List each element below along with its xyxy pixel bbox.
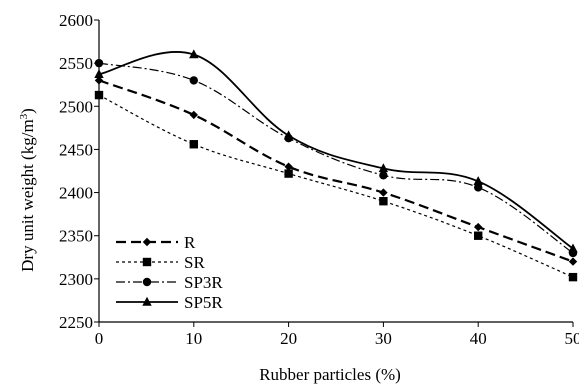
x-tick-label: 20	[280, 329, 297, 348]
series-line-sr	[98, 94, 574, 278]
legend-label: SR	[184, 253, 205, 272]
x-tick-label: 40	[470, 329, 487, 348]
data-point-sp5r	[94, 69, 104, 79]
data-point-sp5r	[378, 163, 389, 173]
series-line-r	[98, 79, 574, 263]
series-line-sp5r	[98, 51, 574, 250]
series-r	[94, 76, 578, 266]
data-point-sp3r	[94, 58, 104, 68]
data-point-sp3r	[189, 76, 198, 85]
y-tick-label: 2400	[59, 184, 93, 203]
y-tick-label: 2350	[59, 227, 93, 246]
legend-marker	[142, 257, 152, 267]
data-point-sr	[568, 272, 578, 282]
y-axis-title-suffix: )	[18, 108, 37, 114]
series-sr	[94, 90, 578, 282]
y-tick-label: 2550	[59, 54, 93, 73]
y-axis-title-main: Dry unit weight (kg/m	[18, 119, 37, 272]
x-tick-label: 10	[185, 329, 202, 348]
data-point-r	[568, 257, 578, 266]
data-point-r	[94, 76, 104, 85]
data-point-sp3r	[474, 183, 483, 192]
series-line-sp3r	[98, 62, 574, 254]
series-sp5r	[94, 49, 578, 253]
x-tick-label: 0	[95, 329, 104, 348]
y-tick-label: 2300	[59, 270, 93, 289]
axes: 2250 2300 2350 2400 2450 2500 2550 2600 0 10 20 30 4…	[59, 11, 579, 348]
legend-item-r: R	[116, 233, 196, 252]
data-point-r	[474, 222, 483, 232]
legend-item-sp5r: SP5R	[116, 293, 223, 312]
data-point-sr	[284, 169, 293, 178]
data-point-r	[284, 162, 293, 171]
data-point-sr	[94, 90, 104, 100]
x-tick-label: 30	[375, 329, 392, 348]
y-tick-label: 2250	[59, 313, 93, 332]
legend-marker	[142, 277, 152, 287]
data-point-r	[189, 110, 198, 120]
legend-item-sr: SR	[116, 253, 205, 272]
series-sp3r	[94, 58, 578, 258]
y-axis-title: Dry unit weight (kg/m3)	[18, 108, 37, 272]
legend-marker	[142, 296, 152, 306]
x-tick-label: 50	[565, 329, 579, 348]
data-point-sp5r	[568, 243, 578, 253]
data-point-sp3r	[379, 171, 388, 180]
data-point-sp5r	[473, 176, 483, 186]
y-tick-label: 2600	[59, 11, 93, 30]
y-tick-label: 2450	[59, 140, 93, 159]
y-tick-label: 2500	[59, 97, 93, 116]
legend-item-sp3r: SP3R	[116, 273, 223, 292]
legend-label: SP5R	[184, 293, 223, 312]
data-point-sp5r	[189, 49, 199, 59]
legend-label: R	[184, 233, 196, 252]
data-point-sr	[379, 197, 388, 206]
data-point-sp5r	[283, 130, 294, 140]
series-layer	[94, 49, 578, 282]
y-axis-title-superscript: 3	[18, 113, 30, 119]
data-point-r	[379, 188, 388, 197]
data-point-sr	[474, 231, 483, 240]
legend-label: SP3R	[184, 273, 223, 292]
x-axis-title: Rubber particles (%)	[259, 365, 401, 384]
legend-marker	[142, 237, 152, 247]
data-point-sr	[189, 140, 198, 149]
